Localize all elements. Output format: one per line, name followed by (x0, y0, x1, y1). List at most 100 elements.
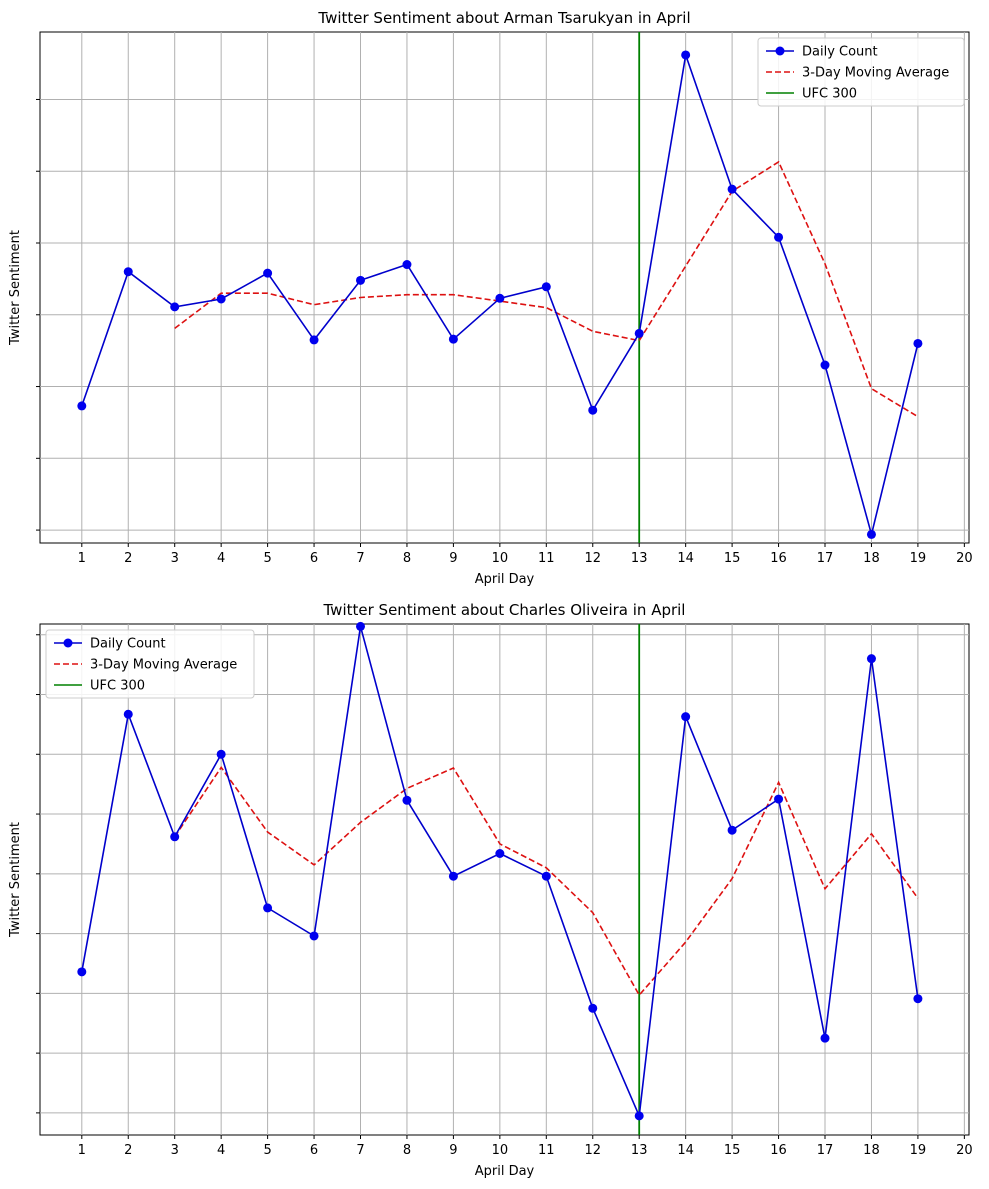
x-tick-label: 9 (449, 551, 457, 566)
daily-count-point (170, 832, 180, 842)
daily-count-point (77, 967, 87, 977)
legend-entry-daily-count: Daily Count (766, 45, 878, 60)
daily-count-point (402, 260, 412, 270)
daily-count-point (820, 360, 830, 370)
daily-count-point (913, 338, 923, 348)
legend-label-ufc-300: UFC 300 (90, 679, 145, 694)
x-tick-label: 11 (538, 551, 555, 566)
x-tick-label: 18 (863, 1143, 880, 1158)
x-tick-label: 12 (584, 551, 601, 566)
y-axis-label: Twitter Sentiment (8, 230, 23, 346)
daily-count-point (588, 1003, 598, 1013)
chart-title: Twitter Sentiment about Arman Tsarukyan … (317, 9, 690, 27)
daily-count-point (913, 994, 923, 1004)
x-tick-label: 10 (492, 551, 509, 566)
x-tick-label: 1 (78, 551, 86, 566)
daily-count-point (123, 709, 133, 719)
legend-entry-ufc-300: UFC 300 (54, 679, 145, 694)
daily-count-point (263, 268, 273, 278)
y-axis-ticks (36, 98, 40, 531)
x-axis-label: April Day (475, 1164, 535, 1179)
x-tick-label: 8 (403, 1143, 411, 1158)
x-tick-label: 6 (310, 551, 318, 566)
chart-title: Twitter Sentiment about Charles Oliveira… (323, 601, 686, 619)
daily-count-point (541, 871, 551, 881)
legend-entry-moving-average: 3-Day Moving Average (766, 66, 949, 81)
daily-count-point (541, 282, 551, 292)
x-tick-label: 15 (724, 1143, 741, 1158)
x-tick-label: 11 (538, 1143, 555, 1158)
daily-count-point (356, 275, 366, 285)
daily-count-point (866, 529, 876, 539)
daily-count-point (309, 931, 319, 941)
daily-count-point (216, 294, 226, 304)
daily-count-point (495, 293, 505, 303)
legend-label-daily-count: Daily Count (802, 45, 878, 60)
daily-count-point (170, 302, 180, 312)
y-axis-ticks (36, 634, 40, 1114)
x-tick-label: 3 (171, 551, 179, 566)
x-tick-label: 15 (724, 551, 741, 566)
legend-marker-daily-count (775, 46, 785, 56)
legend-entry-ufc-300: UFC 300 (766, 87, 857, 102)
legend-box (757, 37, 965, 107)
moving-average-line (174, 765, 919, 997)
x-tick-label: 12 (584, 1143, 601, 1158)
x-axis-label: April Day (475, 572, 535, 587)
legend-entry-daily-count: Daily Count (54, 637, 166, 652)
x-tick-label: 14 (677, 551, 694, 566)
legend-entry-moving-average: 3-Day Moving Average (54, 658, 237, 673)
x-tick-label: 1 (78, 1143, 86, 1158)
legend-marker-daily-count (63, 638, 73, 648)
x-tick-label: 19 (910, 1143, 927, 1158)
x-tick-label: 6 (310, 1143, 318, 1158)
daily-count-point (309, 335, 319, 345)
daily-count-point (495, 849, 505, 859)
daily-count-point (77, 401, 87, 411)
series-layer (77, 32, 923, 543)
legend-label-moving-average: 3-Day Moving Average (802, 66, 949, 81)
x-tick-label: 5 (263, 1143, 271, 1158)
legend: Daily Count 3-Day Moving Average UFC 300 (45, 629, 255, 699)
x-tick-label: 16 (770, 1143, 787, 1158)
daily-count-point (774, 232, 784, 242)
moving-average-line (174, 160, 919, 418)
daily-count-point (681, 50, 691, 60)
x-axis-ticks: 1 2 3 4 5 6 7 8 9 10 11 12 13 14 15 16 17 18 19 20 (78, 1135, 973, 1158)
x-tick-label: 2 (124, 551, 132, 566)
x-tick-label: 16 (770, 551, 787, 566)
daily-count-point (634, 1111, 644, 1121)
x-tick-label: 20 (956, 551, 973, 566)
daily-count-point (774, 794, 784, 804)
daily-count-point (634, 328, 644, 338)
plot-area (39, 31, 970, 544)
chart-arman-tsarukyan: 1 2 3 4 5 6 7 8 9 10 11 12 13 14 15 16 17 18 19 20 Twitter … (8, 9, 973, 587)
series-layer (77, 621, 923, 1135)
x-axis-ticks: 1 2 3 4 5 6 7 8 9 10 11 12 13 14 15 16 17 18 19 20 (78, 543, 973, 566)
daily-count-point (356, 621, 366, 631)
daily-count-point (588, 405, 598, 415)
x-tick-label: 14 (677, 1143, 694, 1158)
x-tick-label: 7 (356, 551, 364, 566)
x-tick-label: 5 (263, 551, 271, 566)
x-tick-label: 8 (403, 551, 411, 566)
x-tick-label: 3 (171, 1143, 179, 1158)
daily-count-point (448, 871, 458, 881)
x-tick-label: 4 (217, 1143, 225, 1158)
legend: Daily Count 3-Day Moving Average UFC 300 (757, 37, 965, 107)
daily-count-point (402, 795, 412, 805)
legend-label-daily-count: Daily Count (90, 637, 166, 652)
daily-count-point (216, 749, 226, 759)
legend-label-ufc-300: UFC 300 (802, 87, 857, 102)
x-tick-label: 17 (817, 1143, 834, 1158)
daily-count-point (727, 825, 737, 835)
x-tick-label: 10 (492, 1143, 509, 1158)
x-tick-label: 9 (449, 1143, 457, 1158)
x-tick-label: 18 (863, 551, 880, 566)
daily-count-point (820, 1033, 830, 1043)
legend-box (45, 629, 255, 699)
x-tick-label: 17 (817, 551, 834, 566)
x-tick-label: 2 (124, 1143, 132, 1158)
daily-count-point (123, 267, 133, 277)
